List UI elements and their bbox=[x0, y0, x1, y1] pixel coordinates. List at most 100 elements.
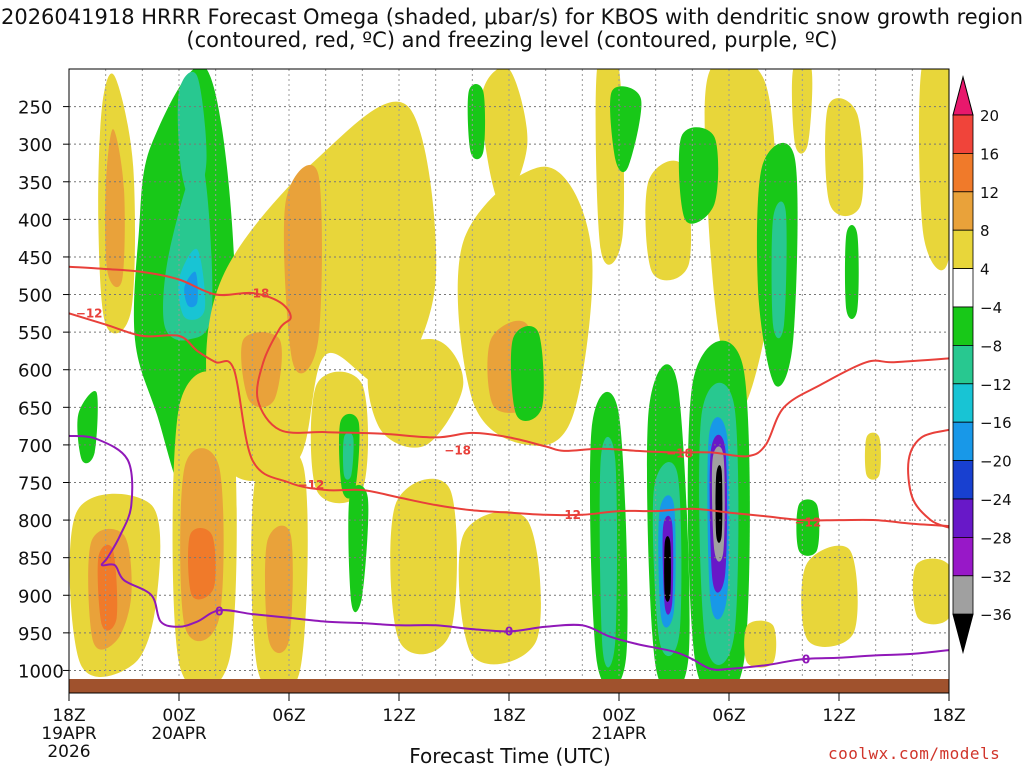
omega-shading bbox=[69, 69, 949, 693]
omega-region bbox=[481, 69, 528, 206]
colorbar-segment bbox=[952, 383, 974, 423]
x-tick-label: 20APR bbox=[151, 724, 207, 744]
colorbar-segment bbox=[952, 460, 974, 500]
dgz-contour-label: −12 bbox=[298, 478, 325, 492]
colorbar-segment bbox=[952, 229, 974, 269]
y-tick-label: 800 bbox=[18, 511, 52, 532]
y-axis: 250 300 350 400 450 500 550 600 650 700 750 800 850 9… bbox=[18, 98, 69, 682]
colorbar-label: −32 bbox=[980, 568, 1012, 586]
colorbar-label: −28 bbox=[980, 529, 1012, 547]
omega-region bbox=[599, 436, 618, 668]
omega-region bbox=[825, 98, 864, 217]
omega-region bbox=[188, 528, 216, 600]
colorbar-label: −20 bbox=[980, 453, 1012, 471]
dgz-contour-label: −12 bbox=[76, 307, 103, 321]
colorbar-label: −36 bbox=[980, 606, 1012, 624]
omega-region bbox=[678, 127, 719, 224]
watermark: coolwx.com/models bbox=[828, 744, 1001, 763]
y-tick-label: 650 bbox=[18, 398, 52, 419]
y-tick-label: 900 bbox=[18, 586, 52, 607]
freezing-contour-line bbox=[69, 434, 949, 671]
omega-region bbox=[771, 201, 787, 339]
omega-region bbox=[715, 465, 723, 543]
x-tick-label: 06Z bbox=[712, 706, 745, 726]
x-tick-label: 12Z bbox=[382, 706, 415, 726]
omega-region bbox=[704, 69, 777, 410]
y-tick-label: 950 bbox=[18, 624, 52, 645]
colorbar-label: 8 bbox=[980, 222, 990, 240]
colorbar-label: −12 bbox=[980, 376, 1012, 394]
omega-region bbox=[77, 390, 98, 464]
y-tick-label: 500 bbox=[18, 286, 52, 307]
colorbar: 20 16 12 8 4 −4 −8 −12 −16 −20 −24 −28 −32 −36 bbox=[952, 75, 1012, 655]
y-tick-label: 700 bbox=[18, 436, 52, 457]
colorbar-segment bbox=[952, 75, 974, 116]
terrain-bar bbox=[69, 679, 949, 693]
omega-region bbox=[458, 511, 541, 665]
x-tick-label: 18Z bbox=[492, 706, 525, 726]
x-tick-label: 00Z bbox=[602, 706, 635, 726]
dgz-contour-line bbox=[907, 428, 949, 529]
omega-region bbox=[348, 484, 369, 613]
x-tick-label: 2026 bbox=[47, 742, 90, 762]
colorbar-label: 4 bbox=[980, 261, 990, 279]
y-tick-label: 1000 bbox=[18, 661, 64, 682]
freezing-contour-label: 0 bbox=[215, 604, 223, 618]
omega-region bbox=[184, 271, 198, 308]
omega-region bbox=[801, 545, 858, 647]
colorbar-segment bbox=[952, 114, 974, 154]
colorbar-label: 12 bbox=[980, 184, 999, 202]
y-tick-label: 750 bbox=[18, 473, 52, 494]
y-tick-label: 250 bbox=[18, 98, 52, 119]
colorbar-segment bbox=[952, 152, 974, 193]
dgz-contour-line bbox=[69, 265, 949, 458]
colorbar-segment bbox=[952, 537, 974, 577]
y-tick-label: 350 bbox=[18, 173, 52, 194]
omega-region bbox=[796, 499, 820, 556]
colorbar-label: −8 bbox=[980, 337, 1002, 355]
y-tick-label: 450 bbox=[18, 248, 52, 269]
colorbar-segment bbox=[952, 613, 974, 655]
x-tick-label: 18Z bbox=[52, 706, 85, 726]
x-tick-label: 19APR bbox=[41, 724, 97, 744]
x-axis-title: Forecast Time (UTC) bbox=[409, 744, 611, 768]
contour-labels: −18 −12 −12 −12 −18 −18 −12 0 0 0 bbox=[76, 286, 821, 666]
colorbar-segment bbox=[952, 498, 974, 538]
omega-region bbox=[367, 338, 464, 448]
omega-region bbox=[467, 84, 486, 160]
omega-region bbox=[645, 160, 692, 281]
x-tick-label: 06Z bbox=[272, 706, 305, 726]
dgz-contour-line bbox=[69, 312, 949, 528]
colorbar-label: −4 bbox=[980, 299, 1002, 317]
x-tick-label: 21APR bbox=[591, 724, 647, 744]
x-tick-label: 00Z bbox=[162, 706, 195, 726]
colorbar-segment bbox=[952, 575, 974, 615]
freezing-contour-label: 0 bbox=[505, 625, 513, 639]
dgz-contour-label: −18 bbox=[444, 443, 471, 457]
omega-region bbox=[283, 164, 322, 374]
omega-region bbox=[610, 86, 642, 173]
omega-region bbox=[844, 225, 859, 319]
y-tick-label: 850 bbox=[18, 549, 52, 570]
omega-region bbox=[864, 432, 881, 480]
y-tick-label: 400 bbox=[18, 210, 52, 231]
omega-region bbox=[744, 620, 777, 668]
temperature-contours bbox=[69, 265, 949, 671]
dgz-contour-label: −12 bbox=[794, 516, 821, 530]
colorbar-segment bbox=[952, 268, 974, 308]
dgz-contour-label: −18 bbox=[243, 286, 270, 300]
colorbar-label: 20 bbox=[980, 107, 999, 125]
omega-region bbox=[177, 71, 207, 205]
omega-region bbox=[918, 69, 949, 271]
colorbar-label: 16 bbox=[980, 145, 999, 163]
omega-region bbox=[390, 478, 457, 655]
colorbar-segment bbox=[952, 306, 974, 346]
y-tick-label: 600 bbox=[18, 361, 52, 382]
omega-region bbox=[510, 325, 544, 422]
colorbar-segment bbox=[952, 421, 974, 462]
dgz-contour-label: −18 bbox=[666, 446, 693, 460]
omega-region bbox=[664, 536, 671, 602]
omega-region bbox=[791, 69, 813, 154]
colorbar-label: −16 bbox=[980, 414, 1012, 432]
